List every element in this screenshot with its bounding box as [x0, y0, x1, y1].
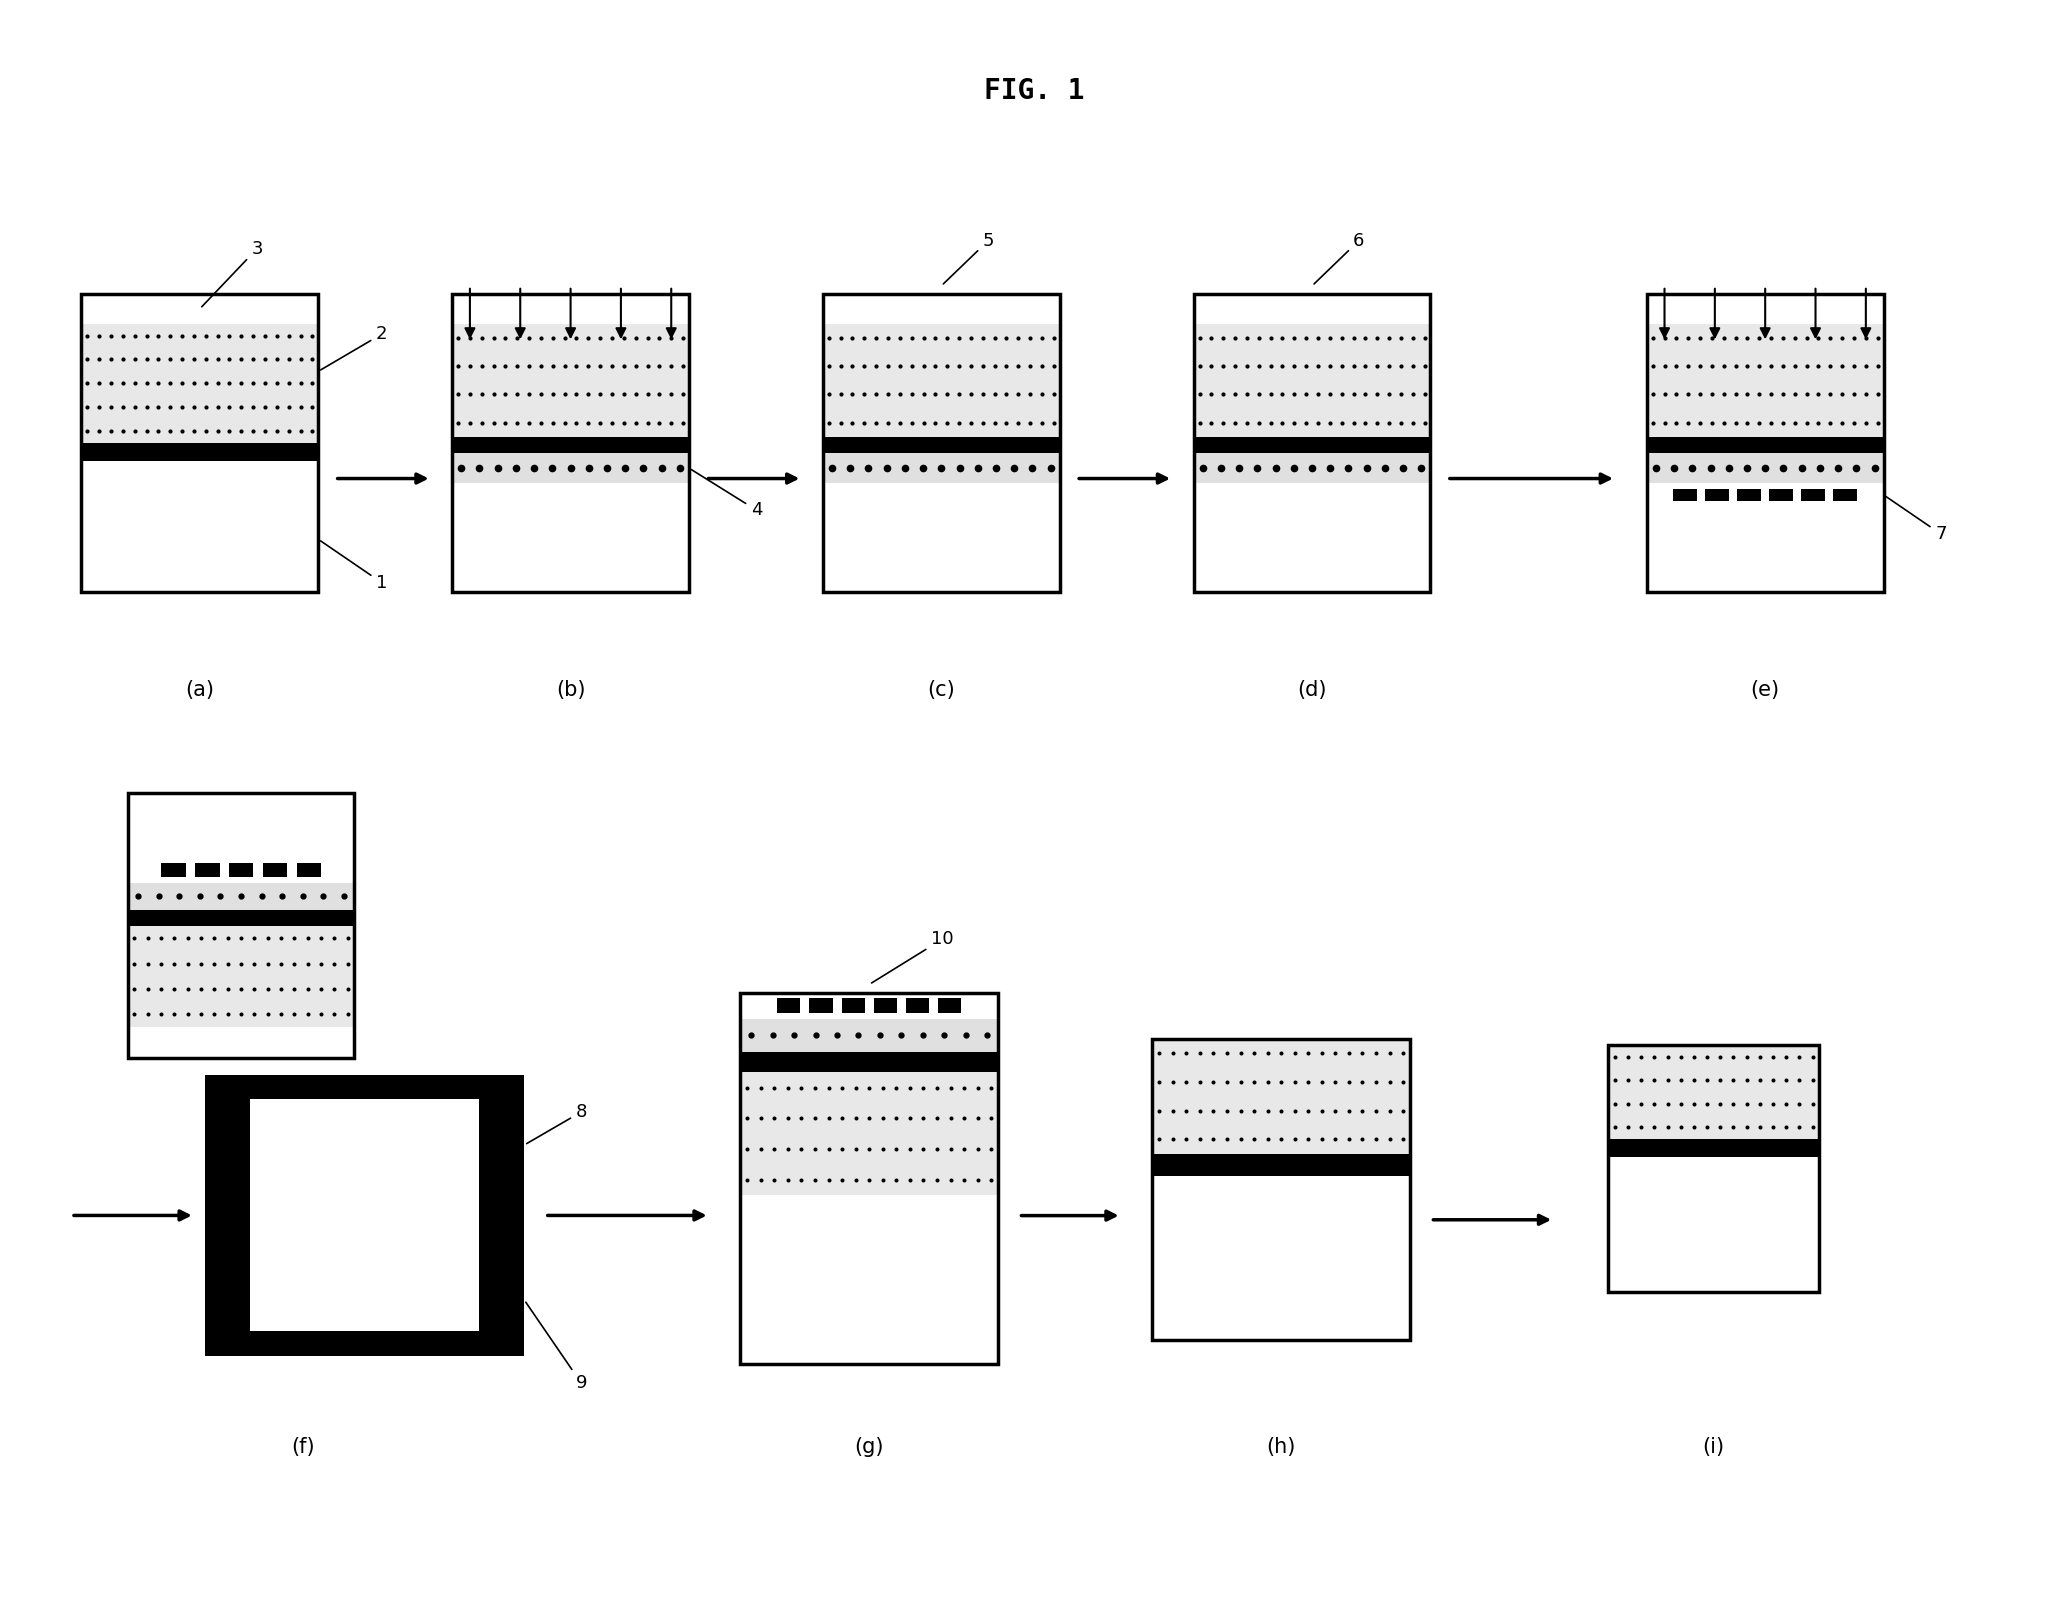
Bar	[1646, 294, 1884, 324]
Bar	[1193, 484, 1431, 592]
Bar	[81, 294, 318, 324]
Bar	[1646, 294, 1884, 592]
Bar	[1646, 453, 1884, 484]
Text: 7: 7	[1886, 497, 1946, 544]
Bar	[1609, 1045, 1820, 1139]
Bar	[939, 998, 962, 1013]
Bar	[453, 324, 689, 437]
Text: 3: 3	[203, 239, 263, 307]
Bar	[128, 793, 354, 1058]
Text: (a): (a)	[186, 680, 215, 701]
Bar	[1193, 294, 1431, 592]
Bar	[875, 998, 898, 1013]
Bar	[128, 1027, 354, 1058]
Bar	[1801, 489, 1824, 502]
Text: 10: 10	[871, 930, 953, 984]
Text: 5: 5	[943, 231, 995, 283]
Bar	[81, 294, 318, 592]
Bar	[1646, 437, 1884, 453]
Bar	[823, 294, 1059, 324]
Bar	[250, 1099, 480, 1332]
Text: (d): (d)	[1297, 680, 1328, 701]
Bar	[128, 909, 354, 925]
Bar	[1609, 1045, 1820, 1291]
Bar	[230, 864, 254, 877]
Bar	[740, 1073, 999, 1196]
Bar	[823, 437, 1059, 453]
Bar	[128, 883, 354, 909]
Bar	[823, 484, 1059, 592]
Text: 6: 6	[1313, 231, 1365, 283]
Text: (i): (i)	[1702, 1437, 1725, 1456]
Bar	[81, 461, 318, 592]
Bar	[194, 864, 219, 877]
Bar	[81, 324, 318, 443]
Bar	[809, 998, 833, 1013]
Bar	[740, 1018, 999, 1052]
Bar	[205, 1074, 523, 1356]
Bar	[842, 998, 864, 1013]
Bar	[1609, 1157, 1820, 1291]
Text: 2: 2	[321, 325, 387, 371]
Bar	[1193, 437, 1431, 453]
Bar	[1646, 506, 1884, 592]
Bar	[1770, 489, 1793, 502]
Bar	[906, 998, 929, 1013]
Bar	[1832, 489, 1857, 502]
Bar	[740, 992, 999, 1364]
Bar	[1737, 489, 1762, 502]
Bar	[128, 925, 354, 1027]
Text: (b): (b)	[556, 680, 585, 701]
Text: 1: 1	[321, 540, 387, 592]
Bar	[161, 864, 186, 877]
Bar	[1152, 1176, 1410, 1340]
Bar	[263, 864, 287, 877]
Bar	[1152, 1154, 1410, 1176]
Bar	[296, 864, 321, 877]
Bar	[1193, 453, 1431, 484]
Bar	[778, 998, 800, 1013]
Bar	[453, 484, 689, 592]
Bar	[740, 1052, 999, 1073]
Text: (g): (g)	[854, 1437, 883, 1456]
Bar	[453, 294, 689, 324]
Bar	[453, 453, 689, 484]
Bar	[1706, 489, 1729, 502]
Bar	[1673, 489, 1698, 502]
Bar	[740, 1196, 999, 1364]
Bar	[453, 437, 689, 453]
Bar	[128, 856, 354, 883]
Text: FIG. 1: FIG. 1	[984, 76, 1084, 105]
Text: 8: 8	[527, 1103, 587, 1144]
Bar	[1152, 1039, 1410, 1154]
Text: 4: 4	[691, 469, 763, 519]
Bar	[1646, 484, 1884, 506]
Bar	[1609, 1139, 1820, 1157]
Bar	[1193, 294, 1431, 324]
Bar	[453, 294, 689, 592]
Bar	[823, 453, 1059, 484]
Bar	[740, 992, 999, 1018]
Text: 9: 9	[525, 1302, 587, 1393]
Bar	[823, 324, 1059, 437]
Bar	[81, 443, 318, 461]
Bar	[823, 294, 1059, 592]
Bar	[1193, 324, 1431, 437]
Text: (c): (c)	[926, 680, 955, 701]
Text: (f): (f)	[292, 1437, 314, 1456]
Text: (h): (h)	[1266, 1437, 1297, 1456]
Bar	[1646, 324, 1884, 437]
Text: (e): (e)	[1752, 680, 1781, 701]
Bar	[128, 804, 354, 856]
Bar	[1152, 1039, 1410, 1340]
